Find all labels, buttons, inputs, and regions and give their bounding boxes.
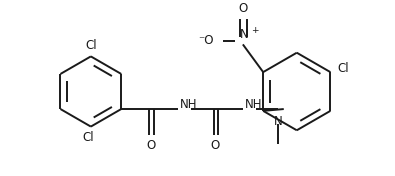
Text: O: O [211, 139, 220, 152]
Text: N: N [240, 28, 249, 41]
Text: +: + [251, 26, 259, 35]
Text: NH: NH [245, 98, 262, 111]
Text: NH: NH [181, 98, 198, 111]
Text: O: O [146, 139, 155, 152]
Text: ⁻O: ⁻O [198, 34, 213, 47]
Text: Cl: Cl [85, 39, 97, 52]
Text: Cl: Cl [338, 62, 349, 75]
Text: N: N [274, 115, 282, 128]
Text: O: O [238, 2, 248, 15]
Text: Cl: Cl [82, 131, 94, 144]
